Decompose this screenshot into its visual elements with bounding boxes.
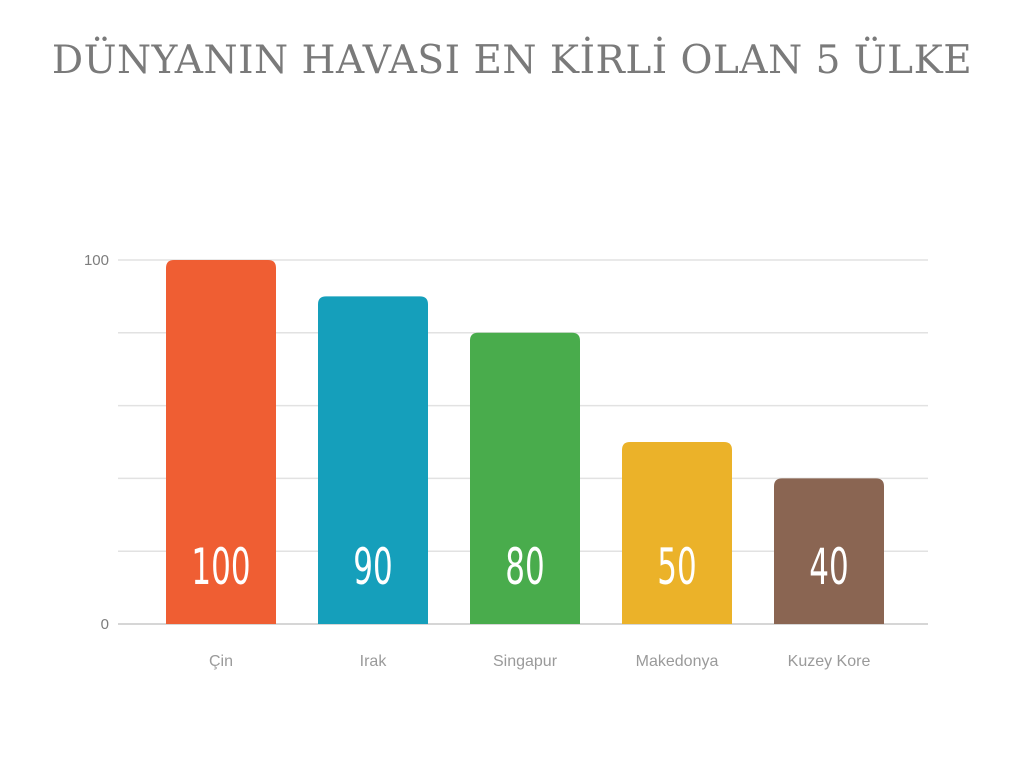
bar-0: [166, 260, 276, 624]
category-label: Kuzey Kore: [788, 653, 871, 670]
bar-value-label: 80: [505, 537, 544, 596]
bar-value-label: 50: [657, 537, 696, 596]
category-label: Çin: [209, 653, 233, 670]
bar-2: [470, 332, 580, 624]
chart-title: DÜNYANIN HAVASI EN KİRLİ OLAN 5 ÜLKE: [51, 38, 973, 83]
y-tick-label: 0: [101, 616, 109, 633]
bar-1: [318, 296, 428, 624]
category-label: Singapur: [493, 653, 558, 670]
y-axis-ticks: 0 100: [84, 252, 109, 633]
y-tick-label: 100: [84, 252, 109, 269]
bar-value-label: 90: [353, 537, 392, 596]
bar-3: [622, 442, 732, 624]
bar-4: [774, 478, 884, 624]
x-axis-labels: Çin Irak Singapur Makedonya Kuzey Kore: [209, 653, 870, 670]
bar-value-label: 100: [191, 537, 250, 596]
bars: 100 90 80 50 40: [166, 260, 884, 624]
bar-value-label: 40: [809, 537, 848, 596]
category-label: Irak: [360, 653, 388, 670]
category-label: Makedonya: [636, 653, 719, 670]
